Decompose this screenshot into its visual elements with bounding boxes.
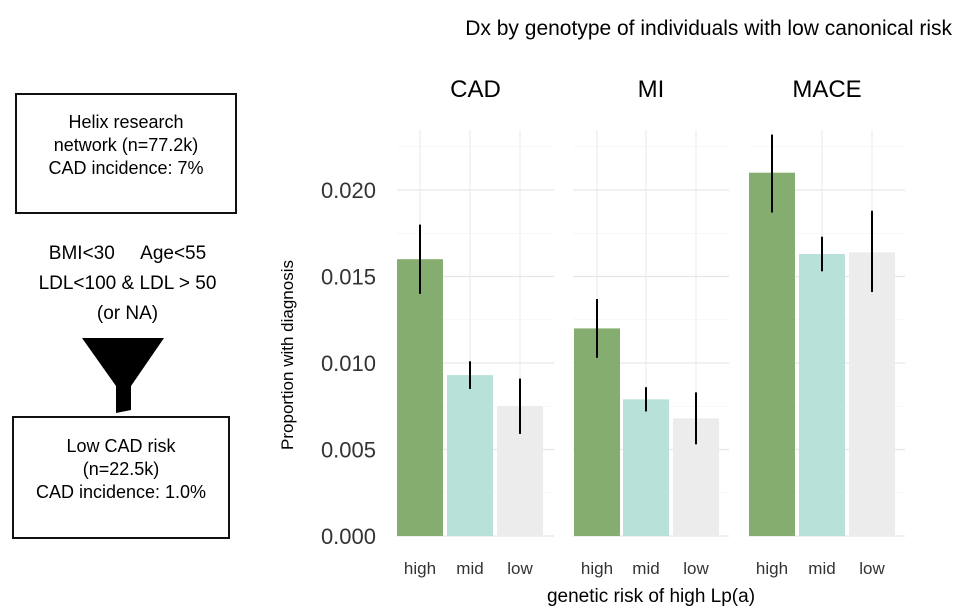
source-line-1: Helix research (68, 112, 184, 132)
y-tick-label: 0.000 (321, 524, 376, 549)
x-tick-label: high (581, 559, 613, 578)
y-tick-label: 0.005 (321, 438, 376, 463)
filter-criteria-line-1: BMI<30 Age<55 (48, 243, 207, 264)
filter-criteria-line-2: LDL<100 & LDL > 50 (38, 273, 217, 294)
filter-criteria-line-3: (or NA) (96, 303, 159, 324)
panel-title-mi: MI (638, 76, 665, 103)
funnel-icon (82, 338, 164, 413)
bar-mace-high (749, 172, 795, 536)
source-line-2: network (n=77.2k) (53, 135, 199, 155)
filtered-line-2: (n=22.5k) (82, 459, 160, 479)
y-tick-label: 0.020 (321, 178, 376, 203)
chart-title: Dx by genotype of individuals with low c… (465, 17, 952, 40)
source-line-3: CAD incidence: 7% (48, 158, 204, 178)
panel-title-mace: MACE (792, 76, 861, 103)
source-population-box: Helix research network (n=77.2k) CAD inc… (15, 93, 237, 214)
y-tick-label: 0.015 (321, 265, 376, 290)
x-tick-label: low (507, 559, 533, 578)
bar-mace-low (849, 252, 895, 536)
bar-mace-mid (799, 254, 845, 536)
x-tick-label: high (756, 559, 788, 578)
x-tick-label: mid (456, 559, 483, 578)
x-tick-label: mid (808, 559, 835, 578)
panel-title-cad: CAD (450, 76, 501, 103)
x-tick-label: high (404, 559, 436, 578)
x-tick-label: low (683, 559, 709, 578)
y-axis-label: Proportion with diagnosis (278, 260, 297, 450)
filtered-population-box: Low CAD risk (n=22.5k) CAD incidence: 1.… (12, 416, 230, 539)
filtered-line-1: Low CAD risk (66, 436, 176, 456)
bar-mi-mid (623, 399, 669, 536)
x-tick-label: mid (632, 559, 659, 578)
filtered-line-3: CAD incidence: 1.0% (35, 482, 207, 502)
x-tick-label: low (859, 559, 885, 578)
bar-mi-high (574, 328, 620, 536)
x-axis-label: genetic risk of high Lp(a) (547, 586, 755, 607)
bar-cad-mid (447, 375, 493, 536)
y-tick-label: 0.010 (321, 351, 376, 376)
bar-cad-high (397, 259, 443, 536)
